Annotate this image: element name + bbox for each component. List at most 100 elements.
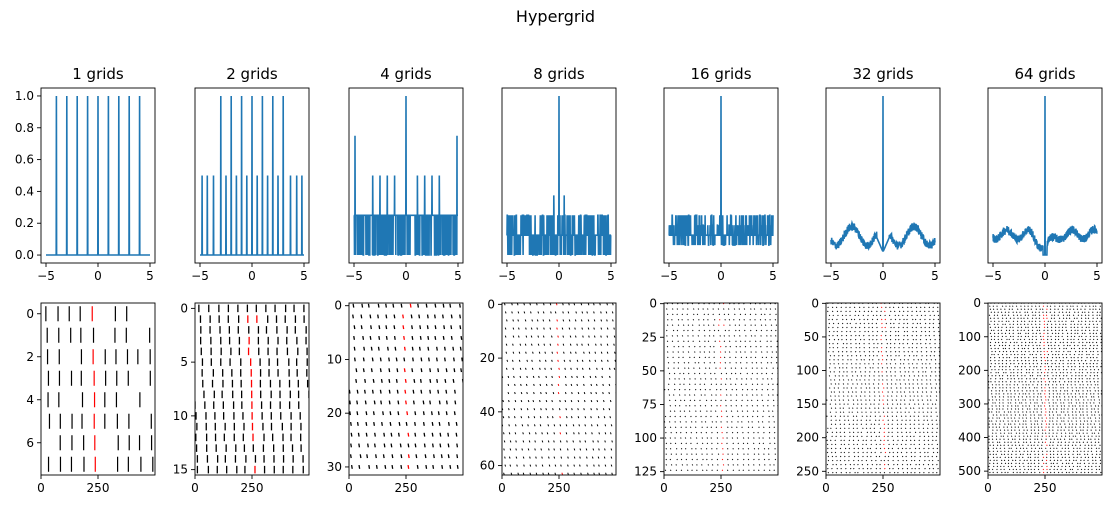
- stripe-segment: [537, 335, 539, 338]
- stripe-segment: [666, 313, 669, 316]
- stripe-segment: [419, 325, 422, 330]
- stripe-segment: [1039, 341, 1042, 344]
- stripe-segment: [755, 329, 758, 332]
- stripe-segment: [889, 306, 891, 309]
- stripe-segment: [989, 365, 992, 368]
- stripe-segment: [871, 459, 873, 462]
- stripe-segment: [934, 338, 936, 341]
- x-tick-label: 250: [395, 481, 418, 495]
- stripe-segment: [1075, 420, 1078, 422]
- stripe-segment: [1075, 375, 1077, 377]
- stripe-segment: [403, 346, 406, 351]
- stripe-segment: [1038, 462, 1040, 465]
- stripe-segment: [856, 427, 858, 430]
- stripe-segment: [926, 395, 928, 397]
- stripe-segment: [1090, 368, 1092, 371]
- stripe-segment: [582, 375, 585, 378]
- stripe-segment: [887, 435, 889, 438]
- stripe-segment: [613, 343, 615, 346]
- stripe-segment: [1051, 368, 1054, 371]
- stripe-segment: [1075, 390, 1078, 392]
- stripe-segment: [873, 391, 876, 393]
- stripe-segment: [993, 332, 996, 335]
- stripe-segment: [926, 415, 928, 417]
- stripe-segment: [845, 471, 848, 474]
- stripe-segment: [863, 310, 866, 313]
- stripe-segment: [733, 308, 736, 310]
- stripe-segment: [1088, 329, 1091, 332]
- stripe-segment: [456, 464, 459, 469]
- stripe-segment: [1097, 396, 1100, 398]
- stripe-segment: [400, 464, 403, 469]
- stripe-segment: [1040, 447, 1043, 450]
- stripe-segment: [562, 303, 564, 306]
- stripe-segment: [925, 350, 928, 353]
- stripe-segment: [1021, 362, 1024, 365]
- stripe-segment: [1070, 323, 1072, 326]
- stripe-segment: [727, 453, 729, 455]
- stripe-segment: [829, 403, 831, 405]
- stripe-segment: [1095, 320, 1098, 323]
- stripe-segment: [908, 363, 910, 365]
- stripe-segment: [918, 419, 920, 421]
- stripe-segment: [672, 356, 674, 359]
- stripe-segment: [1057, 414, 1059, 416]
- stripe-segment: [1097, 390, 1100, 392]
- stripe-segment: [914, 447, 917, 450]
- stripe-segment: [1056, 468, 1059, 471]
- y-tick-label: 1.0: [15, 89, 34, 103]
- stripe-segment: [902, 342, 904, 345]
- stripe-segment: [842, 395, 845, 397]
- stripe-segment: [1000, 414, 1002, 416]
- stripe-segment: [370, 325, 372, 330]
- stripe-segment: [863, 306, 865, 309]
- stripe-segment: [1068, 450, 1070, 453]
- stripe-segment: [567, 311, 570, 314]
- stripe-segment: [1034, 471, 1036, 474]
- stripe-segment: [757, 431, 759, 434]
- stripe-segment: [755, 362, 758, 364]
- stripe-segment: [883, 427, 886, 430]
- stripe-segment: [587, 319, 590, 322]
- stripe-segment: [925, 334, 927, 337]
- stripe-segment: [900, 423, 903, 426]
- stripe-segment: [852, 439, 855, 442]
- stripe-segment: [1021, 378, 1023, 380]
- stripe-segment: [721, 442, 723, 445]
- stripe-segment: [924, 371, 927, 373]
- stripe-segment: [606, 335, 609, 338]
- stripe-segment: [839, 415, 842, 417]
- stripe-segment: [1067, 453, 1070, 456]
- stripe-segment: [1040, 371, 1043, 374]
- stripe-segment: [1009, 387, 1011, 389]
- stripe-segment: [440, 454, 443, 459]
- stripe-segment: [775, 351, 778, 353]
- stripe-segment: [881, 375, 883, 377]
- stripe-segment: [846, 326, 848, 329]
- stripe-segment: [1010, 399, 1012, 401]
- stripe-segment: [413, 378, 416, 383]
- stripe-segment: [1080, 323, 1082, 326]
- stripe-segment: [1004, 462, 1007, 465]
- stripe-segment: [1064, 426, 1067, 428]
- stripe-segment: [1033, 405, 1036, 407]
- series-line: [200, 95, 304, 256]
- stripe-segment: [1032, 332, 1034, 335]
- stripe-segment: [1090, 441, 1092, 443]
- stripe-segment: [1008, 311, 1010, 313]
- stripe-segment: [1036, 399, 1038, 401]
- stripe-segment: [507, 383, 510, 387]
- stripe-segment: [1072, 450, 1075, 453]
- stripe-segment: [558, 375, 561, 378]
- stripe-segment: [350, 432, 353, 437]
- stripe-segment: [558, 367, 560, 370]
- stripe-segment: [1040, 384, 1043, 386]
- stripe-segment: [999, 423, 1001, 425]
- stripe-segment: [1014, 429, 1016, 431]
- stripe-segment: [846, 322, 848, 325]
- stripe-segment: [736, 426, 738, 429]
- stripe-segment: [1027, 450, 1029, 453]
- stripe-segment: [1009, 384, 1011, 386]
- stripe-segment: [850, 318, 853, 321]
- stripe-segment: [766, 340, 768, 343]
